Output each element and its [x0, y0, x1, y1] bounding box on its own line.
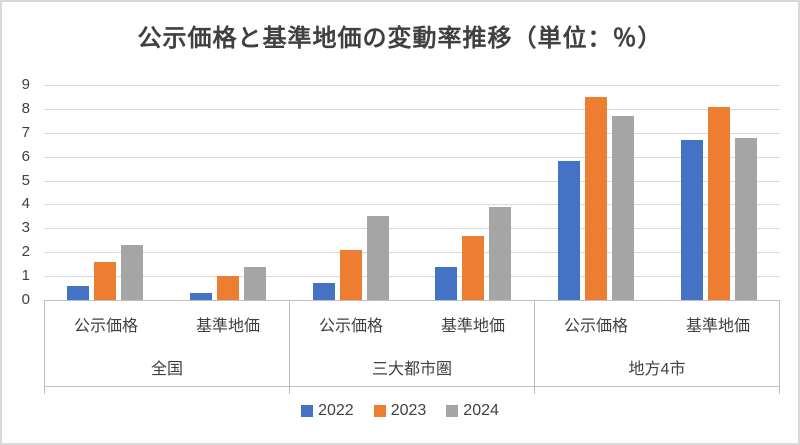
y-tick-label: 3: [21, 219, 30, 237]
axis-subrow: 公示価格 基準地価: [535, 301, 779, 347]
legend-label: 2024: [463, 402, 499, 419]
axis-sublabel: 公示価格: [318, 318, 383, 335]
gridline: [44, 180, 780, 182]
legend-label: 2023: [390, 402, 427, 419]
gridline: [44, 156, 780, 158]
legend: 2022 2023 2024: [2, 402, 798, 420]
category-axis: 公示価格 基準地価全国 公示価格 基準地価三大都市圏 公示価格 基準地価地方4市: [44, 300, 780, 394]
gridline: [44, 228, 780, 230]
bar-group-2: [289, 85, 534, 300]
axis-cell-2: 公示価格 基準地価三大都市圏: [289, 301, 534, 394]
bar-group-1: [44, 85, 289, 300]
legend-label: 2022: [318, 402, 354, 419]
bar-2022: [67, 285, 90, 300]
bar-2023: [462, 235, 485, 300]
bar-2024: [121, 245, 144, 300]
chart-title: 公示価格と基準地価の変動率推移（単位：％）: [137, 25, 663, 52]
axis-sublabel: 基準地価: [195, 318, 260, 335]
bar-2022: [557, 161, 580, 300]
bar-2024: [244, 266, 266, 300]
y-tick-label: 2: [21, 243, 30, 261]
bar-subgroup-1-2: [167, 85, 290, 300]
axis-cell-3: 公示価格 基準地価地方4市: [534, 301, 780, 394]
bar-group-3: [535, 85, 780, 300]
bar-subgroup-3-1: [535, 85, 658, 300]
axis-sublabel: 公示価格: [563, 318, 628, 335]
y-tick-label: 6: [21, 147, 30, 165]
gridline: [44, 252, 780, 254]
bar-subgroup-2-2: [412, 85, 535, 300]
bar-subgroup-1-1: [44, 85, 167, 300]
bar-subgroup-3-2: [657, 85, 780, 300]
legend-item-2023: 2023: [373, 402, 427, 420]
y-axis: 0 1 2 3 4 5 6 7 8 9: [2, 76, 36, 308]
y-tick-label: 7: [21, 123, 30, 141]
bar-2022: [190, 292, 212, 300]
bar-2023: [217, 276, 239, 300]
bar-2024: [489, 206, 512, 300]
bar-2023: [707, 106, 730, 300]
legend-item-2024: 2024: [446, 402, 499, 420]
axis-tick-stub: [534, 386, 535, 394]
bar-2023: [584, 96, 607, 300]
axis-group-label: 地方4市: [628, 360, 686, 378]
bar-2022: [435, 266, 458, 300]
axis-group-label: 三大都市圏: [371, 360, 452, 378]
bar-2024: [366, 216, 389, 300]
bar-2024: [734, 137, 757, 300]
bar-2023: [339, 249, 362, 300]
gridline: [44, 132, 780, 134]
legend-item-2022: 2022: [301, 402, 354, 420]
axis-group-label: 全国: [150, 360, 183, 378]
y-tick-label: 8: [21, 99, 30, 117]
bar-2024: [611, 116, 634, 300]
legend-swatch-icon: [446, 405, 459, 417]
axis-tick-stub: [44, 386, 45, 394]
legend-swatch-icon: [301, 405, 314, 417]
bar-subgroup-2-1: [289, 85, 412, 300]
gridline: [44, 85, 780, 86]
gridline: [44, 276, 780, 278]
axis-subrow: 公示価格 基準地価: [45, 301, 289, 347]
gridline: [44, 108, 780, 110]
gridline: [44, 204, 780, 206]
axis-sublabel: 基準地価: [685, 318, 750, 335]
plot-region: [44, 85, 780, 301]
y-tick-label: 4: [21, 195, 30, 213]
axis-sublabel: 基準地価: [440, 318, 505, 335]
y-tick-label: 0: [21, 291, 30, 308]
bar-2022: [680, 139, 703, 300]
plot-area: [44, 85, 780, 300]
axis-tick-stub: [779, 386, 780, 394]
axis-cell-1: 公示価格 基準地価全国: [44, 301, 289, 394]
legend-swatch-icon: [373, 405, 386, 417]
y-tick-label: 5: [21, 171, 30, 189]
bar-2022: [312, 283, 335, 300]
bar-2023: [94, 261, 117, 300]
y-tick-label: 9: [21, 76, 30, 93]
axis-subrow: 公示価格 基準地価: [290, 301, 534, 347]
axis-tick-stub: [289, 386, 290, 394]
y-tick-label: 1: [21, 267, 30, 285]
axis-sublabel: 公示価格: [73, 318, 138, 335]
